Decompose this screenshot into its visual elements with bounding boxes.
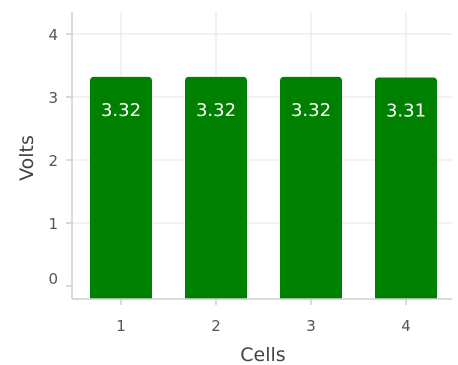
bar	[280, 76, 342, 299]
bar	[90, 76, 152, 299]
data-labels: 3.32 3.32 3.32 3.31	[101, 100, 426, 122]
bar-data-label: 3.32	[101, 100, 141, 121]
x-tick-label: 2	[211, 317, 221, 335]
y-axis-label: Volts	[16, 135, 38, 181]
bar-data-label: 3.32	[196, 100, 236, 121]
y-tick-label: 0	[48, 270, 58, 288]
x-tick-label: 4	[401, 317, 411, 335]
bar-data-label: 3.32	[291, 100, 331, 121]
bar-data-label: 3.31	[386, 100, 426, 121]
x-tick-label: 1	[116, 317, 126, 335]
x-tick-label: 3	[306, 317, 316, 335]
y-tick-label: 4	[48, 26, 58, 44]
x-axis-label: Cells	[240, 344, 285, 365]
axes	[66, 12, 452, 305]
y-tick-labels: 0 1 2 3 4	[48, 26, 58, 288]
y-tick-label: 2	[48, 152, 58, 170]
bar	[185, 76, 247, 299]
y-tick-label: 3	[48, 89, 58, 107]
y-tick-label: 1	[48, 215, 58, 233]
bars	[90, 76, 437, 299]
bar	[375, 77, 437, 299]
x-tick-labels: 1 2 3 4	[116, 317, 411, 335]
